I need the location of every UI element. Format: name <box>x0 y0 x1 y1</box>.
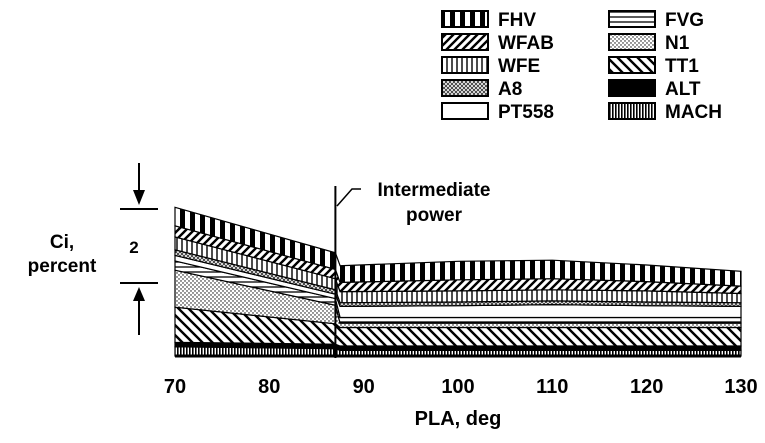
y-label-line: Ci, <box>50 232 74 253</box>
legend-swatch-n1 <box>608 33 656 51</box>
intermediate-power-leader <box>336 188 361 207</box>
legend-swatch-alt <box>608 79 656 97</box>
stacked-areas <box>174 206 742 357</box>
area-fhv <box>174 206 742 287</box>
x-tick-label: 120 <box>630 376 663 398</box>
legend-swatch-wfab <box>441 33 489 51</box>
y-label-line: percent <box>28 256 97 277</box>
intermediate-power-annotation: Intermediate power <box>378 180 491 226</box>
legend-swatch-pt558 <box>441 102 489 120</box>
x-tick-label: 100 <box>441 376 474 398</box>
legend-label-wfab: WFAB <box>498 33 554 54</box>
legend-label-wfe: WFE <box>498 56 540 77</box>
x-axis-label: PLA, deg <box>415 408 502 430</box>
legend-label-a8: A8 <box>498 79 522 100</box>
legend-swatch-fvg <box>608 10 656 28</box>
x-tick-label: 130 <box>724 376 757 398</box>
x-tick-label: 110 <box>536 376 568 398</box>
plot-area: 70 80 90 100 110 120 130 <box>164 186 758 398</box>
legend-label-mach: MACH <box>665 102 722 123</box>
x-tick-label: 70 <box>164 376 186 398</box>
scale-marker-label: 2 <box>129 238 138 257</box>
legend-swatch-mach <box>608 102 656 120</box>
legend-swatch-fhv <box>441 10 489 28</box>
legend-label-fvg: FVG <box>665 10 704 31</box>
x-tick-label: 90 <box>353 376 375 398</box>
x-ticks: 70 80 90 100 110 120 130 <box>164 376 758 398</box>
x-tick-label: 80 <box>258 376 280 398</box>
legend-label-n1: N1 <box>665 33 690 54</box>
scale-marker: 2 <box>120 163 158 335</box>
legend-label-alt: ALT <box>665 79 701 100</box>
annotation-line: Intermediate <box>378 180 491 201</box>
annotation-line: power <box>406 205 463 226</box>
legend-label-tt1: TT1 <box>665 56 699 77</box>
legend-swatch-tt1 <box>608 56 656 74</box>
legend-swatch-wfe <box>441 56 489 74</box>
legend-swatch-a8 <box>441 79 489 97</box>
y-axis-label: Ci, percent <box>28 232 97 277</box>
legend-label-pt558: PT558 <box>498 102 554 123</box>
legend-label-fhv: FHV <box>498 10 536 31</box>
